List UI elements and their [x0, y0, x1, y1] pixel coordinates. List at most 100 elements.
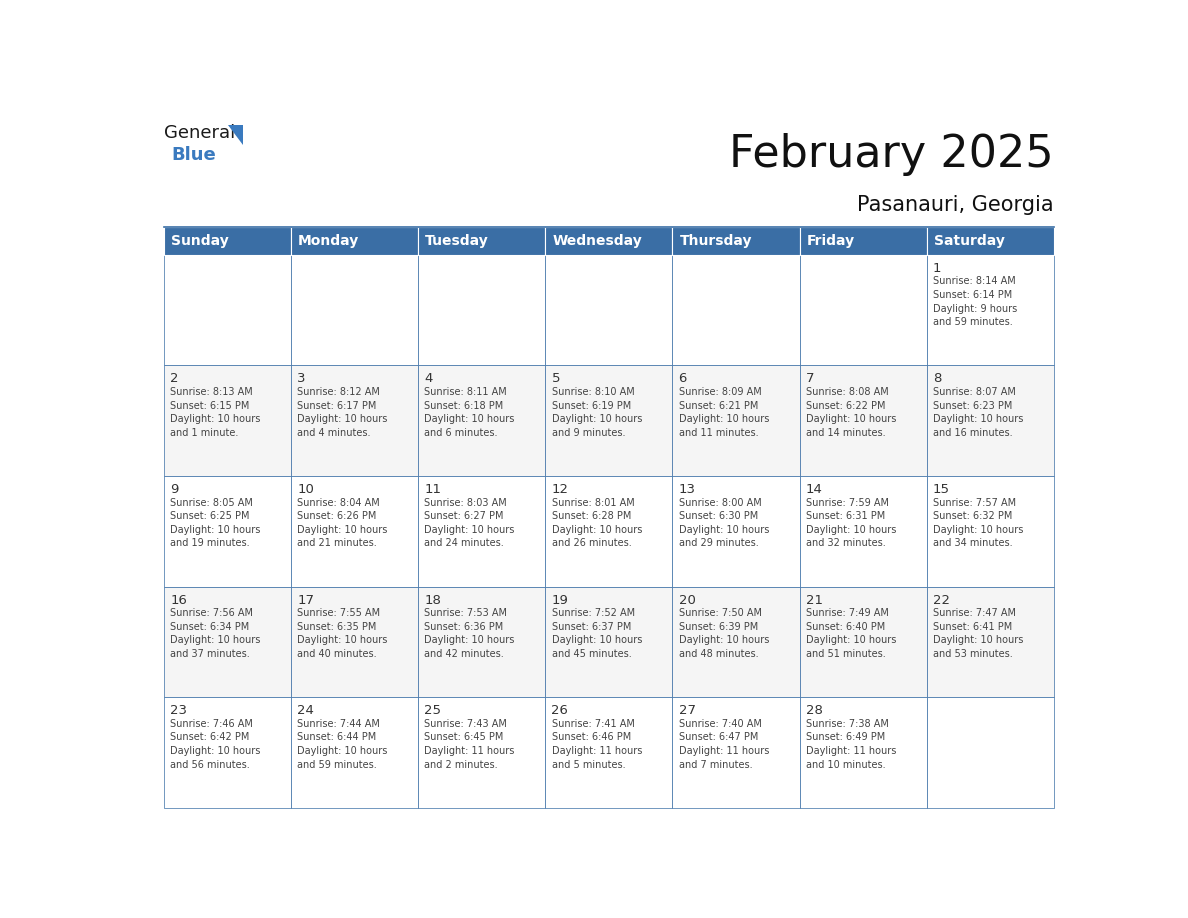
- Text: General: General: [164, 124, 235, 142]
- Bar: [164, 227, 291, 255]
- Text: 25: 25: [424, 704, 442, 717]
- Text: Saturday: Saturday: [934, 234, 1005, 248]
- Bar: [800, 227, 927, 255]
- Text: 23: 23: [170, 704, 188, 717]
- Text: Sunrise: 7:55 AM
Sunset: 6:35 PM
Daylight: 10 hours
and 40 minutes.: Sunrise: 7:55 AM Sunset: 6:35 PM Dayligh…: [297, 609, 387, 659]
- Text: Sunrise: 7:49 AM
Sunset: 6:40 PM
Daylight: 10 hours
and 51 minutes.: Sunrise: 7:49 AM Sunset: 6:40 PM Dayligh…: [805, 609, 896, 659]
- Bar: [418, 255, 545, 365]
- Text: 7: 7: [805, 373, 814, 386]
- Bar: [545, 365, 672, 476]
- Text: Sunrise: 7:40 AM
Sunset: 6:47 PM
Daylight: 11 hours
and 7 minutes.: Sunrise: 7:40 AM Sunset: 6:47 PM Dayligh…: [678, 719, 769, 769]
- Text: Sunrise: 7:41 AM
Sunset: 6:46 PM
Daylight: 11 hours
and 5 minutes.: Sunrise: 7:41 AM Sunset: 6:46 PM Dayligh…: [551, 719, 642, 769]
- Bar: [672, 365, 800, 476]
- Text: 3: 3: [297, 373, 305, 386]
- Text: Sunrise: 8:07 AM
Sunset: 6:23 PM
Daylight: 10 hours
and 16 minutes.: Sunrise: 8:07 AM Sunset: 6:23 PM Dayligh…: [933, 387, 1023, 438]
- Text: 10: 10: [297, 483, 314, 496]
- Text: Sunrise: 8:03 AM
Sunset: 6:27 PM
Daylight: 10 hours
and 24 minutes.: Sunrise: 8:03 AM Sunset: 6:27 PM Dayligh…: [424, 498, 514, 548]
- Bar: [418, 587, 545, 697]
- Text: 6: 6: [678, 373, 687, 386]
- Bar: [927, 255, 1054, 365]
- Bar: [672, 697, 800, 808]
- Text: Sunday: Sunday: [171, 234, 229, 248]
- Bar: [164, 365, 291, 476]
- Text: Sunrise: 7:44 AM
Sunset: 6:44 PM
Daylight: 10 hours
and 59 minutes.: Sunrise: 7:44 AM Sunset: 6:44 PM Dayligh…: [297, 719, 387, 769]
- Bar: [800, 255, 927, 365]
- Bar: [291, 255, 418, 365]
- Text: Sunrise: 8:10 AM
Sunset: 6:19 PM
Daylight: 10 hours
and 9 minutes.: Sunrise: 8:10 AM Sunset: 6:19 PM Dayligh…: [551, 387, 642, 438]
- Text: Sunrise: 8:08 AM
Sunset: 6:22 PM
Daylight: 10 hours
and 14 minutes.: Sunrise: 8:08 AM Sunset: 6:22 PM Dayligh…: [805, 387, 896, 438]
- Bar: [800, 365, 927, 476]
- Bar: [545, 587, 672, 697]
- Bar: [927, 476, 1054, 587]
- Bar: [291, 587, 418, 697]
- Bar: [927, 587, 1054, 697]
- Text: 19: 19: [551, 594, 568, 607]
- Text: 5: 5: [551, 373, 560, 386]
- Text: Sunrise: 7:46 AM
Sunset: 6:42 PM
Daylight: 10 hours
and 56 minutes.: Sunrise: 7:46 AM Sunset: 6:42 PM Dayligh…: [170, 719, 260, 769]
- Text: 26: 26: [551, 704, 568, 717]
- Text: Sunrise: 7:47 AM
Sunset: 6:41 PM
Daylight: 10 hours
and 53 minutes.: Sunrise: 7:47 AM Sunset: 6:41 PM Dayligh…: [933, 609, 1023, 659]
- Text: 8: 8: [933, 373, 941, 386]
- Bar: [672, 587, 800, 697]
- Text: Sunrise: 7:57 AM
Sunset: 6:32 PM
Daylight: 10 hours
and 34 minutes.: Sunrise: 7:57 AM Sunset: 6:32 PM Dayligh…: [933, 498, 1023, 548]
- Text: Sunrise: 8:01 AM
Sunset: 6:28 PM
Daylight: 10 hours
and 26 minutes.: Sunrise: 8:01 AM Sunset: 6:28 PM Dayligh…: [551, 498, 642, 548]
- Bar: [418, 365, 545, 476]
- Bar: [164, 255, 291, 365]
- Text: 12: 12: [551, 483, 569, 496]
- Polygon shape: [228, 125, 244, 145]
- Text: 16: 16: [170, 594, 187, 607]
- Text: Sunrise: 8:14 AM
Sunset: 6:14 PM
Daylight: 9 hours
and 59 minutes.: Sunrise: 8:14 AM Sunset: 6:14 PM Dayligh…: [933, 276, 1017, 328]
- Text: Sunrise: 7:56 AM
Sunset: 6:34 PM
Daylight: 10 hours
and 37 minutes.: Sunrise: 7:56 AM Sunset: 6:34 PM Dayligh…: [170, 609, 260, 659]
- Text: Sunrise: 8:13 AM
Sunset: 6:15 PM
Daylight: 10 hours
and 1 minute.: Sunrise: 8:13 AM Sunset: 6:15 PM Dayligh…: [170, 387, 260, 438]
- Text: 20: 20: [678, 594, 695, 607]
- Text: February 2025: February 2025: [729, 133, 1054, 176]
- Text: 11: 11: [424, 483, 442, 496]
- Text: Tuesday: Tuesday: [425, 234, 489, 248]
- Bar: [927, 365, 1054, 476]
- Text: Pasanauri, Georgia: Pasanauri, Georgia: [857, 195, 1054, 215]
- Text: 15: 15: [933, 483, 949, 496]
- Bar: [672, 255, 800, 365]
- Bar: [927, 227, 1054, 255]
- Bar: [672, 227, 800, 255]
- Text: Sunrise: 7:43 AM
Sunset: 6:45 PM
Daylight: 11 hours
and 2 minutes.: Sunrise: 7:43 AM Sunset: 6:45 PM Dayligh…: [424, 719, 514, 769]
- Bar: [800, 697, 927, 808]
- Text: Sunrise: 8:09 AM
Sunset: 6:21 PM
Daylight: 10 hours
and 11 minutes.: Sunrise: 8:09 AM Sunset: 6:21 PM Dayligh…: [678, 387, 769, 438]
- Text: Sunrise: 8:05 AM
Sunset: 6:25 PM
Daylight: 10 hours
and 19 minutes.: Sunrise: 8:05 AM Sunset: 6:25 PM Dayligh…: [170, 498, 260, 548]
- Bar: [291, 365, 418, 476]
- Bar: [545, 255, 672, 365]
- Bar: [291, 227, 418, 255]
- Bar: [291, 476, 418, 587]
- Bar: [418, 227, 545, 255]
- Text: 28: 28: [805, 704, 822, 717]
- Text: Sunrise: 8:11 AM
Sunset: 6:18 PM
Daylight: 10 hours
and 6 minutes.: Sunrise: 8:11 AM Sunset: 6:18 PM Dayligh…: [424, 387, 514, 438]
- Bar: [927, 697, 1054, 808]
- Text: Wednesday: Wednesday: [552, 234, 642, 248]
- Text: Monday: Monday: [298, 234, 359, 248]
- Text: Sunrise: 7:53 AM
Sunset: 6:36 PM
Daylight: 10 hours
and 42 minutes.: Sunrise: 7:53 AM Sunset: 6:36 PM Dayligh…: [424, 609, 514, 659]
- Text: Sunrise: 7:50 AM
Sunset: 6:39 PM
Daylight: 10 hours
and 48 minutes.: Sunrise: 7:50 AM Sunset: 6:39 PM Dayligh…: [678, 609, 769, 659]
- Bar: [418, 697, 545, 808]
- Bar: [545, 476, 672, 587]
- Text: 18: 18: [424, 594, 441, 607]
- Bar: [164, 697, 291, 808]
- Bar: [418, 476, 545, 587]
- Text: Friday: Friday: [807, 234, 854, 248]
- Bar: [164, 587, 291, 697]
- Text: 2: 2: [170, 373, 178, 386]
- Bar: [545, 697, 672, 808]
- Bar: [672, 476, 800, 587]
- Text: 17: 17: [297, 594, 315, 607]
- Text: 14: 14: [805, 483, 822, 496]
- Text: Sunrise: 7:59 AM
Sunset: 6:31 PM
Daylight: 10 hours
and 32 minutes.: Sunrise: 7:59 AM Sunset: 6:31 PM Dayligh…: [805, 498, 896, 548]
- Text: Thursday: Thursday: [680, 234, 752, 248]
- Text: 9: 9: [170, 483, 178, 496]
- Text: Sunrise: 8:04 AM
Sunset: 6:26 PM
Daylight: 10 hours
and 21 minutes.: Sunrise: 8:04 AM Sunset: 6:26 PM Dayligh…: [297, 498, 387, 548]
- Text: 4: 4: [424, 373, 432, 386]
- Text: Sunrise: 7:52 AM
Sunset: 6:37 PM
Daylight: 10 hours
and 45 minutes.: Sunrise: 7:52 AM Sunset: 6:37 PM Dayligh…: [551, 609, 642, 659]
- Bar: [291, 697, 418, 808]
- Bar: [164, 476, 291, 587]
- Text: 24: 24: [297, 704, 314, 717]
- Text: 21: 21: [805, 594, 823, 607]
- Text: 13: 13: [678, 483, 696, 496]
